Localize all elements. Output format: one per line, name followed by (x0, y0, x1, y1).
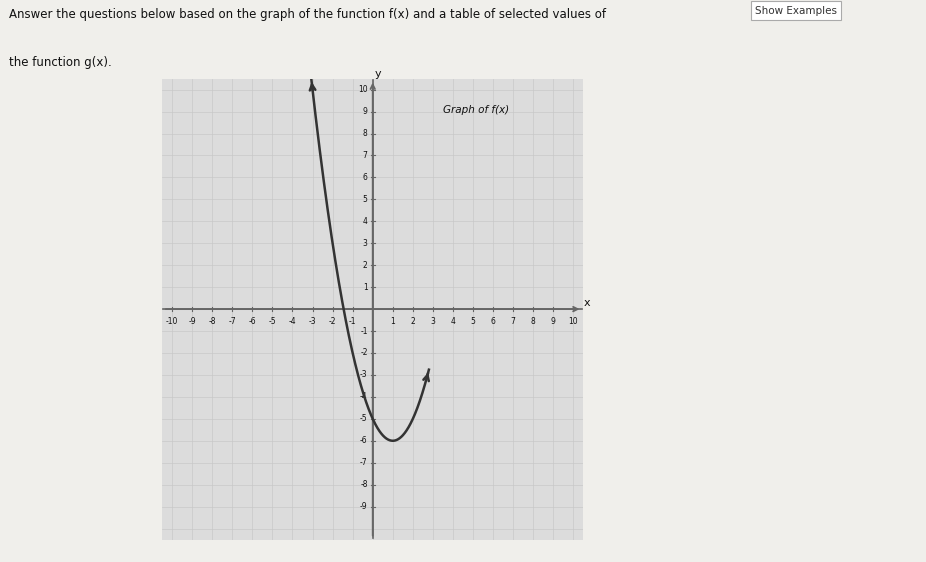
Text: 7: 7 (363, 151, 368, 160)
Text: 4: 4 (363, 217, 368, 226)
Text: 1: 1 (363, 283, 368, 292)
Text: 6: 6 (363, 173, 368, 182)
Text: 7: 7 (511, 317, 516, 326)
Text: -8: -8 (208, 317, 216, 326)
Text: -5: -5 (269, 317, 276, 326)
Text: 3: 3 (363, 239, 368, 248)
Text: 9: 9 (363, 107, 368, 116)
Text: -2: -2 (329, 317, 336, 326)
Text: -6: -6 (248, 317, 257, 326)
Text: 3: 3 (431, 317, 435, 326)
Text: 10: 10 (569, 317, 578, 326)
Text: y: y (374, 69, 381, 79)
Text: -3: -3 (360, 370, 368, 379)
Text: -4: -4 (289, 317, 296, 326)
Text: 6: 6 (491, 317, 495, 326)
Text: Answer the questions below based on the graph of the function f(x) and a table o: Answer the questions below based on the … (9, 8, 607, 21)
Text: -4: -4 (360, 392, 368, 401)
Text: 4: 4 (451, 317, 456, 326)
Text: 2: 2 (410, 317, 415, 326)
Text: 5: 5 (363, 195, 368, 204)
Text: -5: -5 (360, 414, 368, 423)
Text: -9: -9 (360, 502, 368, 511)
Text: 5: 5 (470, 317, 475, 326)
Text: -7: -7 (229, 317, 236, 326)
Text: 10: 10 (358, 85, 368, 94)
Text: 1: 1 (391, 317, 395, 326)
Text: Graph of f(x): Graph of f(x) (443, 105, 509, 115)
Text: x: x (583, 297, 590, 307)
Text: -3: -3 (308, 317, 317, 326)
Text: the function g(x).: the function g(x). (9, 56, 112, 69)
Text: -8: -8 (360, 480, 368, 489)
Text: -9: -9 (188, 317, 196, 326)
Text: -6: -6 (360, 436, 368, 445)
Text: 2: 2 (363, 261, 368, 270)
Text: -1: -1 (349, 317, 357, 326)
Text: -10: -10 (166, 317, 179, 326)
Text: -7: -7 (360, 458, 368, 467)
Text: 8: 8 (531, 317, 535, 326)
Text: -2: -2 (360, 348, 368, 357)
Text: 9: 9 (551, 317, 556, 326)
Text: -1: -1 (360, 327, 368, 336)
Text: Show Examples: Show Examples (755, 6, 837, 16)
Text: 8: 8 (363, 129, 368, 138)
